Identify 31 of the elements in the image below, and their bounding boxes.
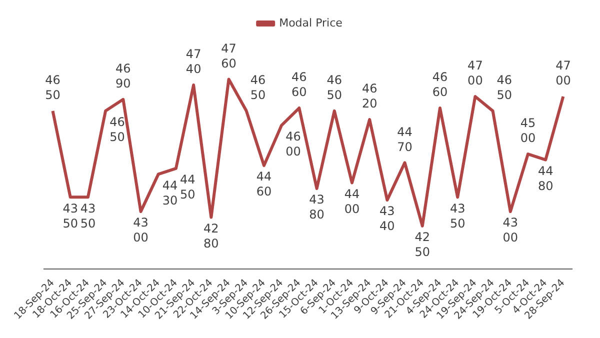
data-label: 46 50 [496, 73, 512, 102]
data-label: 44 50 [180, 172, 196, 202]
data-label: 45 00 [520, 116, 536, 146]
data-label: 44 60 [256, 170, 272, 199]
data-label: 46 60 [432, 70, 448, 100]
data-label: 43 50 [62, 201, 78, 230]
data-label: 43 50 [450, 201, 466, 230]
data-label: 46 50 [250, 73, 266, 102]
data-label: 46 00 [286, 129, 301, 158]
data-label: 46 60 [292, 70, 307, 100]
data-label: 47 40 [186, 47, 202, 76]
data-label: 43 50 [80, 201, 96, 230]
data-label: 43 00 [502, 216, 518, 245]
data-label: 44 70 [397, 124, 412, 154]
data-label: 44 80 [538, 164, 554, 193]
data-label: 46 50 [110, 115, 125, 144]
data-label: 47 00 [556, 58, 571, 88]
data-label: 42 80 [204, 221, 219, 250]
data-label: 47 60 [221, 41, 236, 70]
data-label: 44 00 [344, 186, 360, 216]
data-label: 43 40 [380, 204, 395, 234]
data-label: 42 50 [414, 230, 430, 260]
data-label: 46 90 [116, 62, 131, 91]
data-label: 46 20 [362, 82, 378, 111]
data-label: 47 00 [468, 58, 483, 88]
data-label: 43 00 [133, 216, 148, 245]
data-label: 44 30 [162, 178, 178, 208]
data-label: 43 80 [309, 192, 324, 222]
data-label: 46 50 [45, 73, 60, 102]
legend-label: Modal Price [279, 16, 343, 30]
data-label: 46 50 [326, 73, 342, 102]
